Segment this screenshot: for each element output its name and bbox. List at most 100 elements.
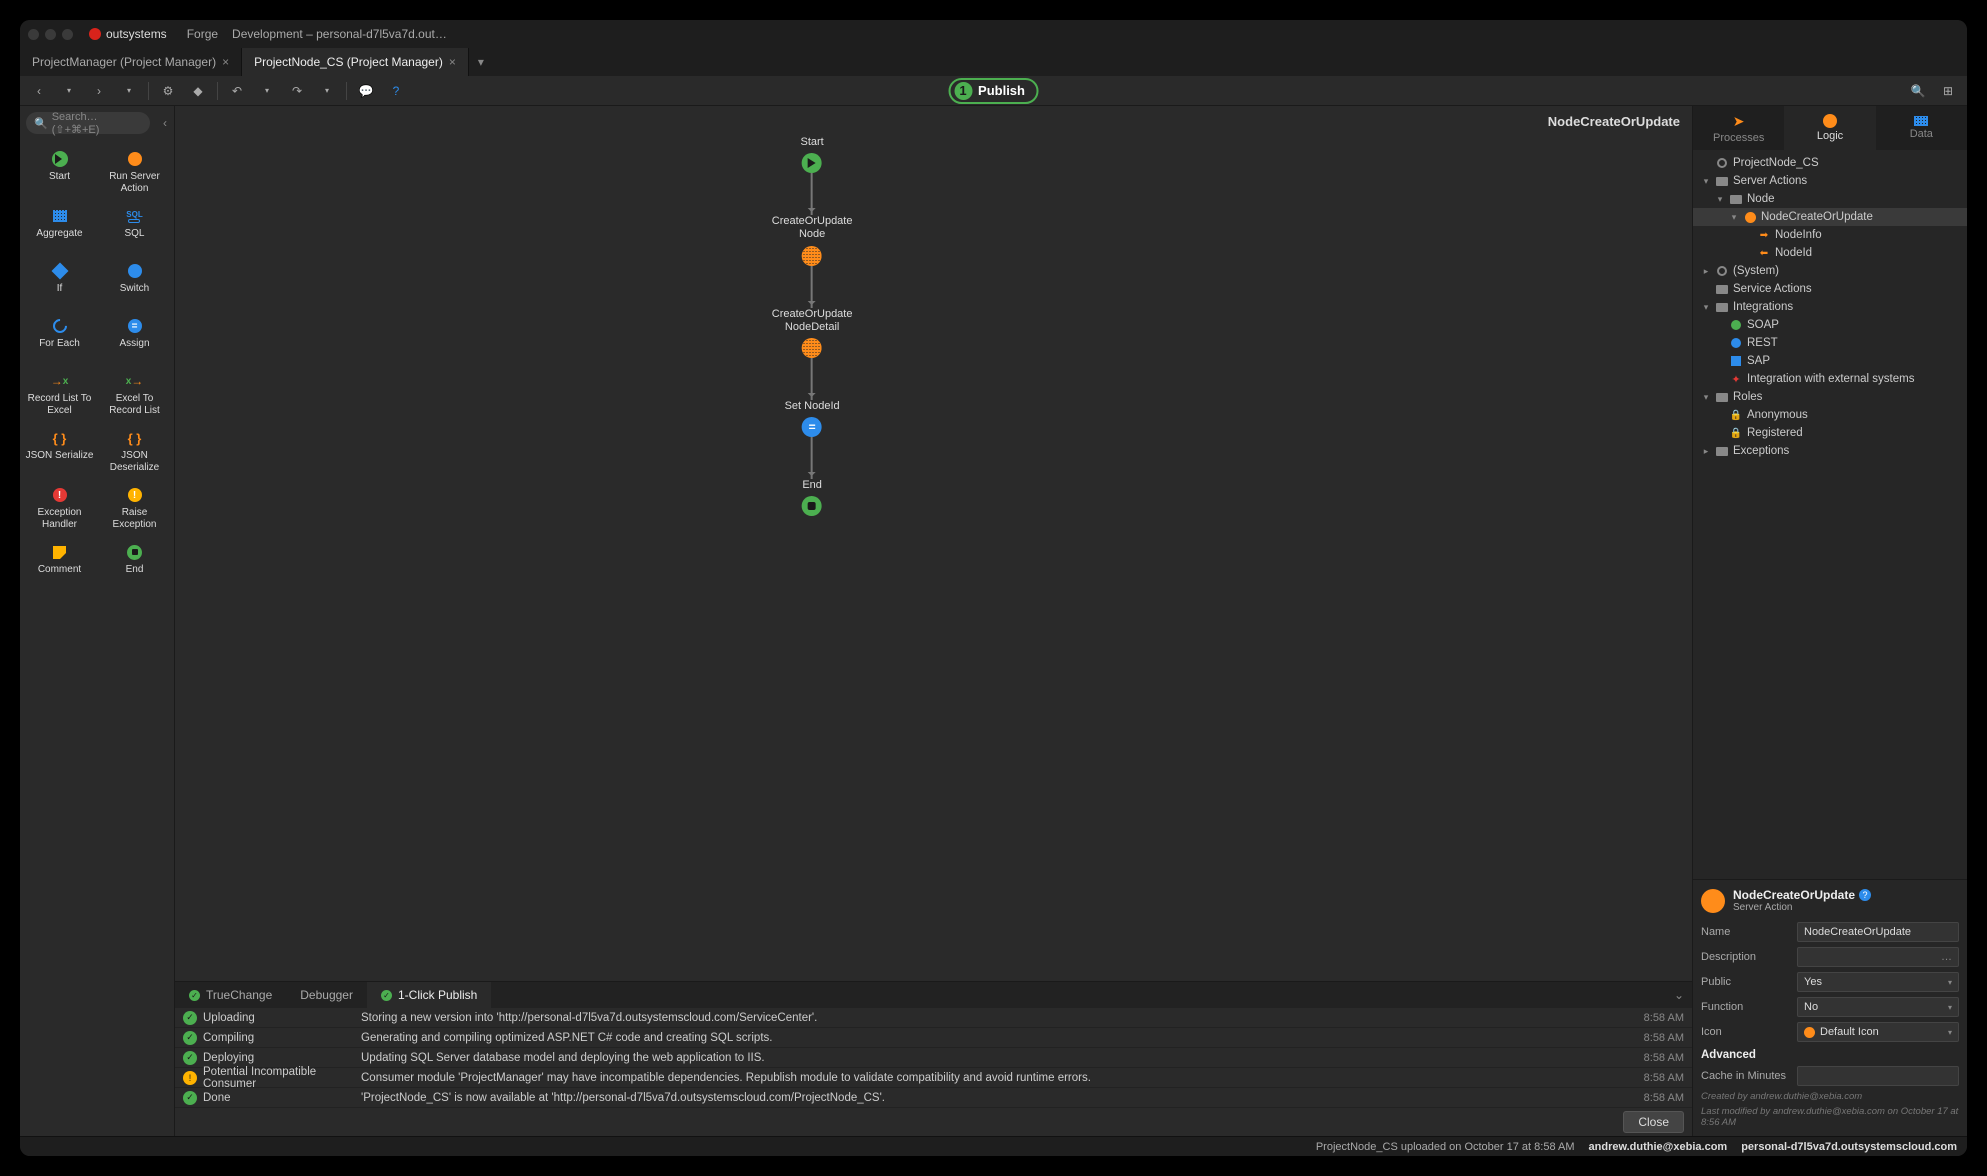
- palette-for-each[interactable]: For Each: [22, 311, 97, 366]
- tree-caret[interactable]: ▾: [1729, 212, 1739, 223]
- palette-assign[interactable]: =Assign: [97, 311, 172, 366]
- aggregate-node[interactable]: [802, 338, 822, 358]
- log-row[interactable]: ✓Done'ProjectNode_CS' is now available a…: [175, 1088, 1692, 1108]
- redo-icon[interactable]: ↷: [286, 80, 308, 102]
- tree-item[interactable]: ▾Node: [1693, 190, 1967, 208]
- help-icon[interactable]: ?: [385, 80, 407, 102]
- tree-item[interactable]: ⬅NodeId: [1693, 244, 1967, 262]
- palette-start[interactable]: Start: [22, 144, 97, 201]
- close-tab-icon[interactable]: ×: [449, 55, 456, 69]
- assign-node[interactable]: =: [802, 417, 822, 437]
- palette-end[interactable]: End: [97, 537, 172, 592]
- palette-json-serialize[interactable]: { }JSON Serialize: [22, 423, 97, 480]
- close-button[interactable]: Close: [1623, 1111, 1684, 1133]
- doc-tab[interactable]: ProjectManager (Project Manager)×: [20, 48, 242, 76]
- palette-comment[interactable]: Comment: [22, 537, 97, 592]
- prop-value[interactable]: No▾: [1797, 997, 1959, 1017]
- log-row[interactable]: ✓CompilingGenerating and compiling optim…: [175, 1028, 1692, 1048]
- tree-caret[interactable]: ▾: [1701, 392, 1711, 403]
- tree-item[interactable]: Service Actions: [1693, 280, 1967, 298]
- settings-icon[interactable]: ⚙: [157, 80, 179, 102]
- zoom-window[interactable]: [62, 29, 73, 40]
- collapse-palette[interactable]: ‹: [156, 116, 174, 130]
- search-icon[interactable]: 🔍: [1907, 80, 1929, 102]
- tree-item[interactable]: 🔒Anonymous: [1693, 406, 1967, 424]
- redo-menu[interactable]: ▾: [316, 80, 338, 102]
- tree-item[interactable]: ▸Exceptions: [1693, 442, 1967, 460]
- tree-item[interactable]: ▾Roles: [1693, 388, 1967, 406]
- dropdown-icon: ▾: [1948, 1028, 1952, 1037]
- status-user[interactable]: andrew.duthie@xebia.com: [1589, 1141, 1728, 1153]
- palette-exception-handler[interactable]: !Exception Handler: [22, 480, 97, 537]
- tree-caret[interactable]: ▾: [1715, 194, 1725, 205]
- palette-run-server-action[interactable]: Run Server Action: [97, 144, 172, 201]
- grid-icon[interactable]: ⊞: [1937, 80, 1959, 102]
- undo-menu[interactable]: ▾: [256, 80, 278, 102]
- bottom-tab-1-click-publish[interactable]: ✓1-Click Publish: [367, 982, 491, 1008]
- expand-icon[interactable]: …: [1941, 951, 1952, 963]
- cache-input[interactable]: [1797, 1066, 1959, 1086]
- prop-value[interactable]: NodeCreateOrUpdate: [1797, 922, 1959, 942]
- minimize-window[interactable]: [45, 29, 56, 40]
- module-icon[interactable]: ◆: [187, 80, 209, 102]
- tree-item[interactable]: REST: [1693, 334, 1967, 352]
- bottom-tab-truechange[interactable]: ✓TrueChange: [175, 982, 286, 1008]
- tree-item[interactable]: SAP: [1693, 352, 1967, 370]
- aggregate-node[interactable]: [802, 246, 822, 266]
- end-node[interactable]: [802, 496, 822, 516]
- log-row[interactable]: !Potential Incompatible ConsumerConsumer…: [175, 1068, 1692, 1088]
- palette-record-list-to-excel[interactable]: →xRecord List To Excel: [22, 366, 97, 423]
- chat-icon[interactable]: 💬: [355, 80, 377, 102]
- nav-back-menu[interactable]: ▾: [58, 80, 80, 102]
- close-window[interactable]: [28, 29, 39, 40]
- publish-button[interactable]: 1 Publish: [948, 78, 1039, 104]
- tree-item[interactable]: ▾NodeCreateOrUpdate: [1693, 208, 1967, 226]
- tree-label: NodeId: [1775, 247, 1812, 259]
- log-row[interactable]: ✓DeployingUpdating SQL Server database m…: [175, 1048, 1692, 1068]
- close-tab-icon[interactable]: ×: [222, 55, 229, 69]
- tree-item[interactable]: SOAP: [1693, 316, 1967, 334]
- collapse-bottom[interactable]: ⌄: [1666, 988, 1692, 1002]
- tree-caret[interactable]: ▸: [1701, 266, 1711, 277]
- tree-item[interactable]: ▾Integrations: [1693, 298, 1967, 316]
- right-tab-logic[interactable]: Logic: [1784, 106, 1875, 150]
- palette-sql[interactable]: SQLSQL: [97, 201, 172, 256]
- log-row[interactable]: ✓UploadingStoring a new version into 'ht…: [175, 1008, 1692, 1028]
- tree-caret[interactable]: ▾: [1701, 176, 1711, 187]
- tree-item[interactable]: ▸(System): [1693, 262, 1967, 280]
- new-tab[interactable]: ▾: [469, 48, 493, 76]
- props-help-icon[interactable]: ?: [1859, 889, 1871, 901]
- prop-value[interactable]: Yes▾: [1797, 972, 1959, 992]
- palette-raise-exception[interactable]: !Raise Exception: [97, 480, 172, 537]
- menu-environment[interactable]: Development – personal-d7l5va7d.out…: [232, 27, 447, 41]
- palette-json-deserialize[interactable]: { }JSON Deserialize: [97, 423, 172, 480]
- right-tab-processes[interactable]: ➤Processes: [1693, 106, 1784, 150]
- undo-icon[interactable]: ↶: [226, 80, 248, 102]
- right-tab-data[interactable]: Data: [1876, 106, 1967, 150]
- prop-value[interactable]: …: [1797, 947, 1959, 967]
- nav-forward[interactable]: ›: [88, 80, 110, 102]
- menu-forge[interactable]: Forge: [187, 27, 218, 41]
- palette-switch[interactable]: Switch: [97, 256, 172, 311]
- tree-item[interactable]: ➡NodeInfo: [1693, 226, 1967, 244]
- nav-forward-menu[interactable]: ▾: [118, 80, 140, 102]
- palette-excel-to-record-list[interactable]: x→Excel To Record List: [97, 366, 172, 423]
- flow-canvas[interactable]: NodeCreateOrUpdate StartCreateOrUpdateNo…: [175, 106, 1692, 981]
- palette-if[interactable]: If: [22, 256, 97, 311]
- bottom-tab-debugger[interactable]: Debugger: [286, 982, 367, 1008]
- palette-aggregate[interactable]: Aggregate: [22, 201, 97, 256]
- tree-item[interactable]: ▾Server Actions: [1693, 172, 1967, 190]
- status-env[interactable]: personal-d7l5va7d.outsystemscloud.com: [1741, 1141, 1957, 1153]
- doc-tab[interactable]: ProjectNode_CS (Project Manager)×: [242, 48, 469, 76]
- nav-back[interactable]: ‹: [28, 80, 50, 102]
- titlebar: outsystems Forge Development – personal-…: [20, 20, 1967, 48]
- start-node[interactable]: [802, 153, 822, 173]
- tree-item[interactable]: ProjectNode_CS: [1693, 154, 1967, 172]
- prop-value[interactable]: Default Icon▾: [1797, 1022, 1959, 1042]
- search-input[interactable]: 🔍 Search… (⇧+⌘+E): [26, 112, 150, 134]
- tree-caret[interactable]: ▾: [1701, 302, 1711, 313]
- tree-item[interactable]: ✦Integration with external systems: [1693, 370, 1967, 388]
- tree-item[interactable]: 🔒Registered: [1693, 424, 1967, 442]
- palette-label: Assign: [119, 338, 149, 360]
- tree-caret[interactable]: ▸: [1701, 446, 1711, 457]
